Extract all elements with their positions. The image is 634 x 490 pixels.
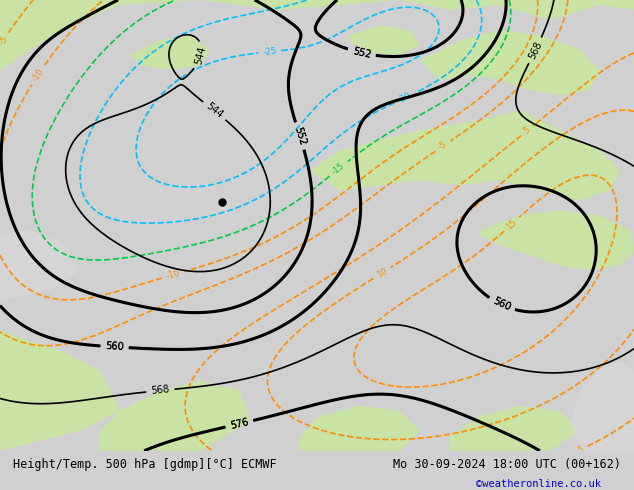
Text: 544: 544 <box>193 45 207 66</box>
Polygon shape <box>350 25 420 55</box>
Text: 552: 552 <box>351 46 372 60</box>
Text: -10: -10 <box>165 269 181 281</box>
Polygon shape <box>100 381 250 451</box>
Text: 552: 552 <box>292 125 307 147</box>
Polygon shape <box>420 30 600 95</box>
Text: 10: 10 <box>375 267 389 280</box>
Text: ©weatheronline.co.uk: ©weatheronline.co.uk <box>476 479 600 489</box>
Text: -10: -10 <box>30 67 46 83</box>
Text: 576: 576 <box>229 417 250 431</box>
Polygon shape <box>570 361 634 451</box>
Polygon shape <box>0 0 634 70</box>
Polygon shape <box>300 406 420 451</box>
Text: 560: 560 <box>105 342 124 352</box>
Text: 544: 544 <box>204 101 224 121</box>
Text: Height/Temp. 500 hPa [gdmp][°C] ECMWF: Height/Temp. 500 hPa [gdmp][°C] ECMWF <box>13 458 276 471</box>
Text: Mo 30-09-2024 18:00 UTC (00+162): Mo 30-09-2024 18:00 UTC (00+162) <box>393 458 621 471</box>
Polygon shape <box>130 35 210 70</box>
Polygon shape <box>450 406 580 451</box>
Text: 568: 568 <box>527 40 544 61</box>
Text: -5: -5 <box>0 34 10 46</box>
Text: 560: 560 <box>491 296 512 313</box>
Polygon shape <box>310 110 620 200</box>
Polygon shape <box>0 331 120 451</box>
Text: 15: 15 <box>505 217 519 231</box>
Text: 552: 552 <box>292 125 307 147</box>
Text: -25: -25 <box>262 47 277 57</box>
Text: 576: 576 <box>229 417 250 431</box>
Text: 5: 5 <box>522 125 532 136</box>
Text: 552: 552 <box>351 46 372 60</box>
Text: 5: 5 <box>576 444 585 455</box>
Text: -5: -5 <box>437 140 449 152</box>
Text: -15: -15 <box>330 161 347 176</box>
Polygon shape <box>480 210 634 270</box>
Text: 568: 568 <box>151 385 170 396</box>
Polygon shape <box>0 230 80 300</box>
Text: -20: -20 <box>397 91 413 105</box>
Text: 560: 560 <box>105 342 124 352</box>
Text: 560: 560 <box>491 296 512 313</box>
